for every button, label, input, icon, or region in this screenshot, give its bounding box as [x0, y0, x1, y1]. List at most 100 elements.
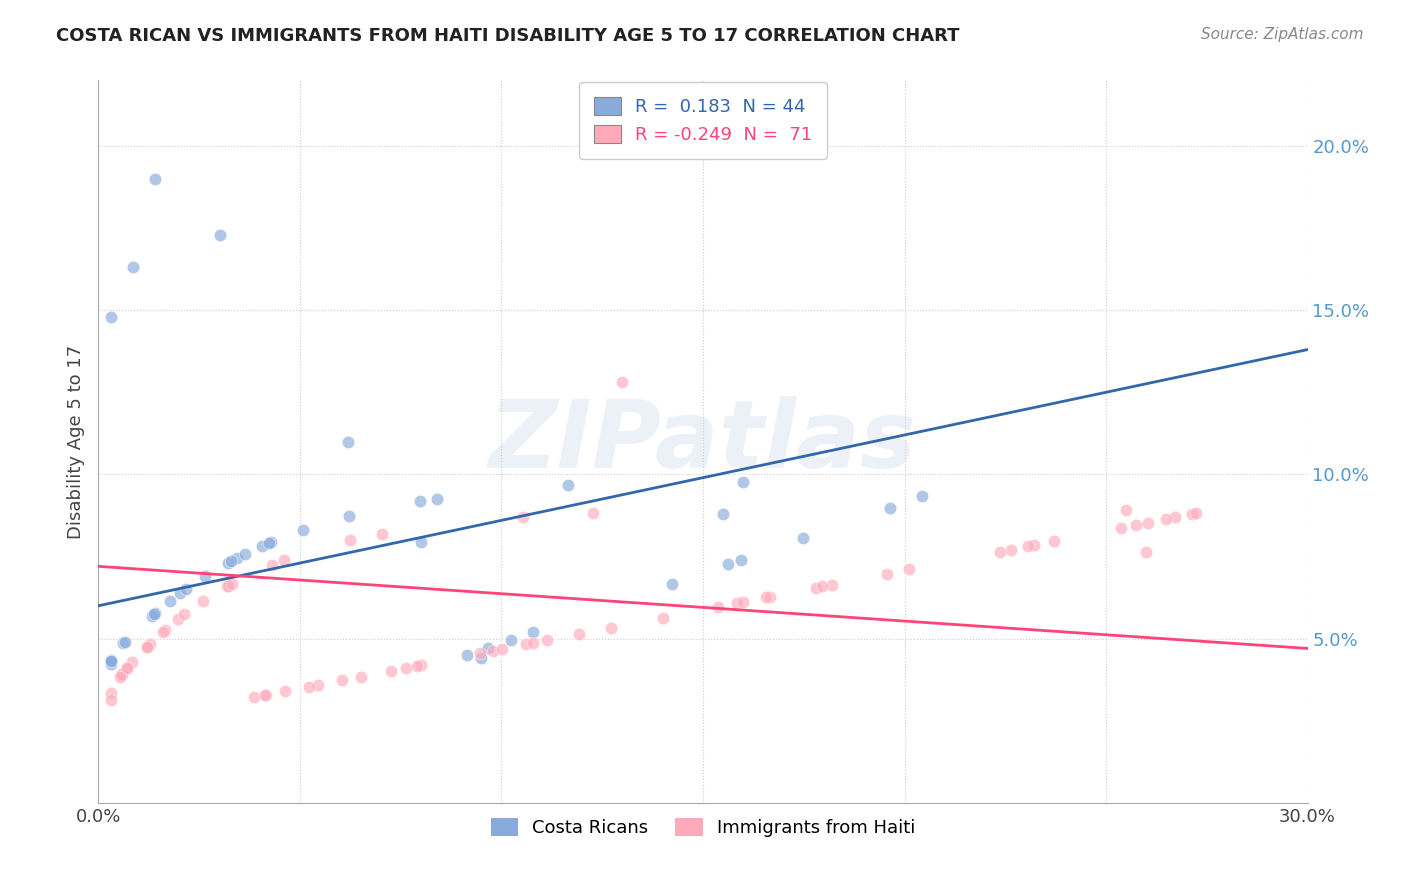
Point	[1137, 516, 1160, 530]
Point	[115, 661, 138, 675]
Point	[114, 634, 136, 648]
Point	[217, 556, 239, 570]
Point	[522, 636, 544, 650]
Point	[394, 661, 416, 675]
Point	[651, 610, 673, 624]
Point	[456, 648, 478, 663]
Point	[730, 552, 752, 566]
Point	[1022, 538, 1045, 552]
Point	[522, 625, 544, 640]
Point	[350, 669, 373, 683]
Point	[152, 625, 174, 640]
Point	[481, 644, 503, 658]
Point	[409, 657, 432, 672]
Point	[209, 227, 232, 242]
Point	[100, 654, 122, 668]
Point	[100, 654, 122, 668]
Point	[262, 558, 284, 572]
Point	[499, 633, 522, 648]
Point	[297, 680, 319, 694]
Point	[143, 171, 166, 186]
Point	[557, 478, 579, 492]
Point	[1125, 518, 1147, 533]
Point	[568, 627, 591, 641]
Point	[515, 637, 537, 651]
Text: COSTA RICAN VS IMMIGRANTS FROM HAITI DISABILITY AGE 5 TO 17 CORRELATION CHART: COSTA RICAN VS IMMIGRANTS FROM HAITI DIS…	[56, 27, 960, 45]
Point	[600, 621, 623, 635]
Point	[111, 666, 134, 681]
Point	[1181, 507, 1204, 521]
Point	[1109, 521, 1132, 535]
Point	[1135, 545, 1157, 559]
Point	[733, 595, 755, 609]
Point	[291, 523, 314, 537]
Point	[100, 686, 122, 700]
Point	[661, 576, 683, 591]
Point	[990, 544, 1012, 558]
Point	[810, 579, 832, 593]
Point	[307, 678, 329, 692]
Point	[136, 640, 159, 654]
Point	[330, 673, 353, 688]
Point	[217, 579, 239, 593]
Point	[169, 586, 191, 600]
Point	[121, 260, 143, 275]
Point	[792, 531, 814, 545]
Point	[707, 599, 730, 614]
Point	[1043, 533, 1066, 548]
Point	[1115, 503, 1137, 517]
Point	[194, 569, 217, 583]
Point	[733, 475, 755, 489]
Point	[257, 536, 280, 550]
Point	[405, 658, 427, 673]
Point	[337, 508, 360, 523]
Point	[727, 596, 749, 610]
Point	[409, 534, 432, 549]
Point	[100, 657, 122, 671]
Point	[755, 591, 778, 605]
Point	[409, 494, 432, 508]
Point	[897, 562, 920, 576]
Point	[879, 500, 901, 515]
Point	[115, 661, 138, 675]
Point	[225, 551, 247, 566]
Point	[1154, 512, 1177, 526]
Text: ZIPatlas: ZIPatlas	[489, 395, 917, 488]
Point	[274, 684, 297, 698]
Point	[820, 577, 842, 591]
Point	[193, 594, 215, 608]
Point	[221, 554, 243, 568]
Point	[806, 581, 828, 595]
Point	[138, 637, 160, 651]
Point	[217, 579, 239, 593]
Point	[876, 566, 898, 581]
Point	[371, 526, 394, 541]
Point	[259, 535, 281, 549]
Point	[108, 670, 131, 684]
Point	[167, 612, 190, 626]
Point	[380, 664, 402, 678]
Point	[717, 557, 740, 571]
Point	[536, 633, 558, 648]
Point	[141, 608, 163, 623]
Point	[254, 688, 277, 702]
Point	[100, 652, 122, 666]
Point	[273, 553, 295, 567]
Point	[243, 690, 266, 705]
Point	[426, 491, 449, 506]
Text: Source: ZipAtlas.com: Source: ZipAtlas.com	[1201, 27, 1364, 42]
Point	[336, 434, 359, 449]
Point	[582, 506, 605, 520]
Legend: Costa Ricans, Immigrants from Haiti: Costa Ricans, Immigrants from Haiti	[484, 811, 922, 845]
Point	[174, 582, 197, 596]
Point	[911, 490, 934, 504]
Point	[250, 539, 273, 553]
Point	[491, 641, 513, 656]
Point	[233, 547, 256, 561]
Point	[153, 624, 176, 638]
Point	[612, 376, 634, 390]
Point	[512, 510, 534, 524]
Point	[759, 590, 782, 604]
Point	[339, 533, 361, 548]
Point	[100, 693, 122, 707]
